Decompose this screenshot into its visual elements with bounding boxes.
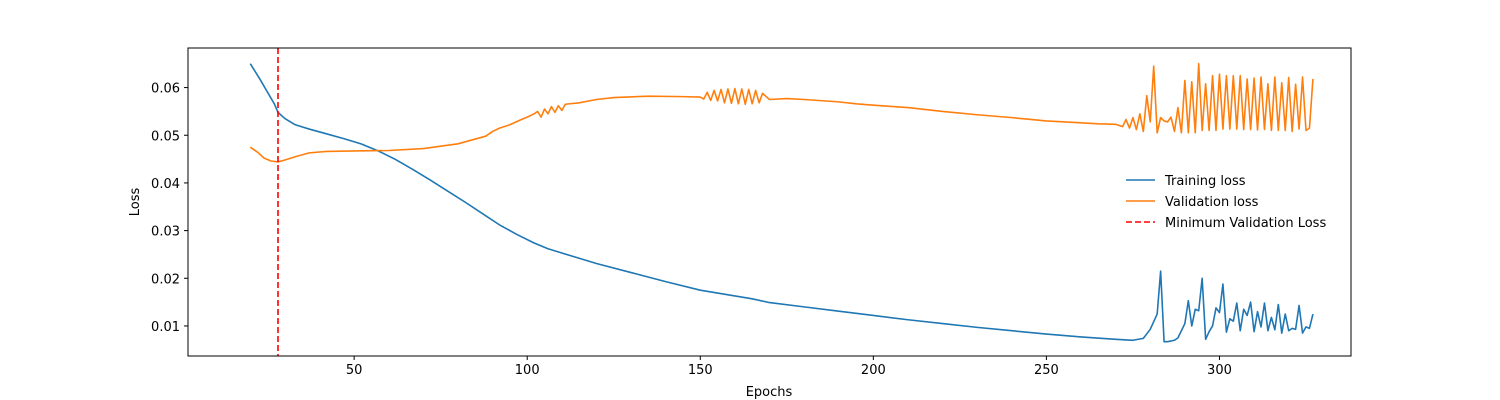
y-tick-label: 0.05 — [151, 129, 180, 144]
x-tick-label: 50 — [346, 363, 363, 378]
legend-label-training-loss: Training loss — [1164, 174, 1246, 189]
y-axis-label: Loss — [128, 188, 143, 217]
y-axis-ticks: 0.01 0.02 0.03 0.04 0.05 0.06 — [151, 82, 188, 335]
series-layer — [249, 48, 1314, 356]
legend: Training loss Validation loss Minimum Vali… — [1126, 174, 1326, 231]
legend-label-minimum-validation-loss: Minimum Validation Loss — [1165, 216, 1326, 231]
x-tick-label: 150 — [688, 363, 713, 378]
x-tick-label: 100 — [515, 363, 540, 378]
legend-label-validation-loss: Validation loss — [1165, 195, 1259, 210]
y-tick-label: 0.06 — [151, 82, 180, 97]
y-tick-label: 0.04 — [151, 177, 180, 192]
x-tick-label: 300 — [1207, 363, 1232, 378]
y-tick-label: 0.03 — [151, 225, 180, 240]
y-tick-label: 0.01 — [151, 320, 180, 335]
validation-loss-line — [249, 62, 1314, 163]
y-tick-label: 0.02 — [151, 272, 180, 287]
x-axis-label: Epochs — [746, 385, 793, 400]
x-tick-label: 250 — [1034, 363, 1059, 378]
plot-frame — [187, 47, 1352, 357]
training-loss-line — [249, 63, 1314, 343]
x-axis-ticks: 50 100 150 200 250 300 — [346, 356, 1232, 378]
x-tick-label: 200 — [861, 363, 886, 378]
